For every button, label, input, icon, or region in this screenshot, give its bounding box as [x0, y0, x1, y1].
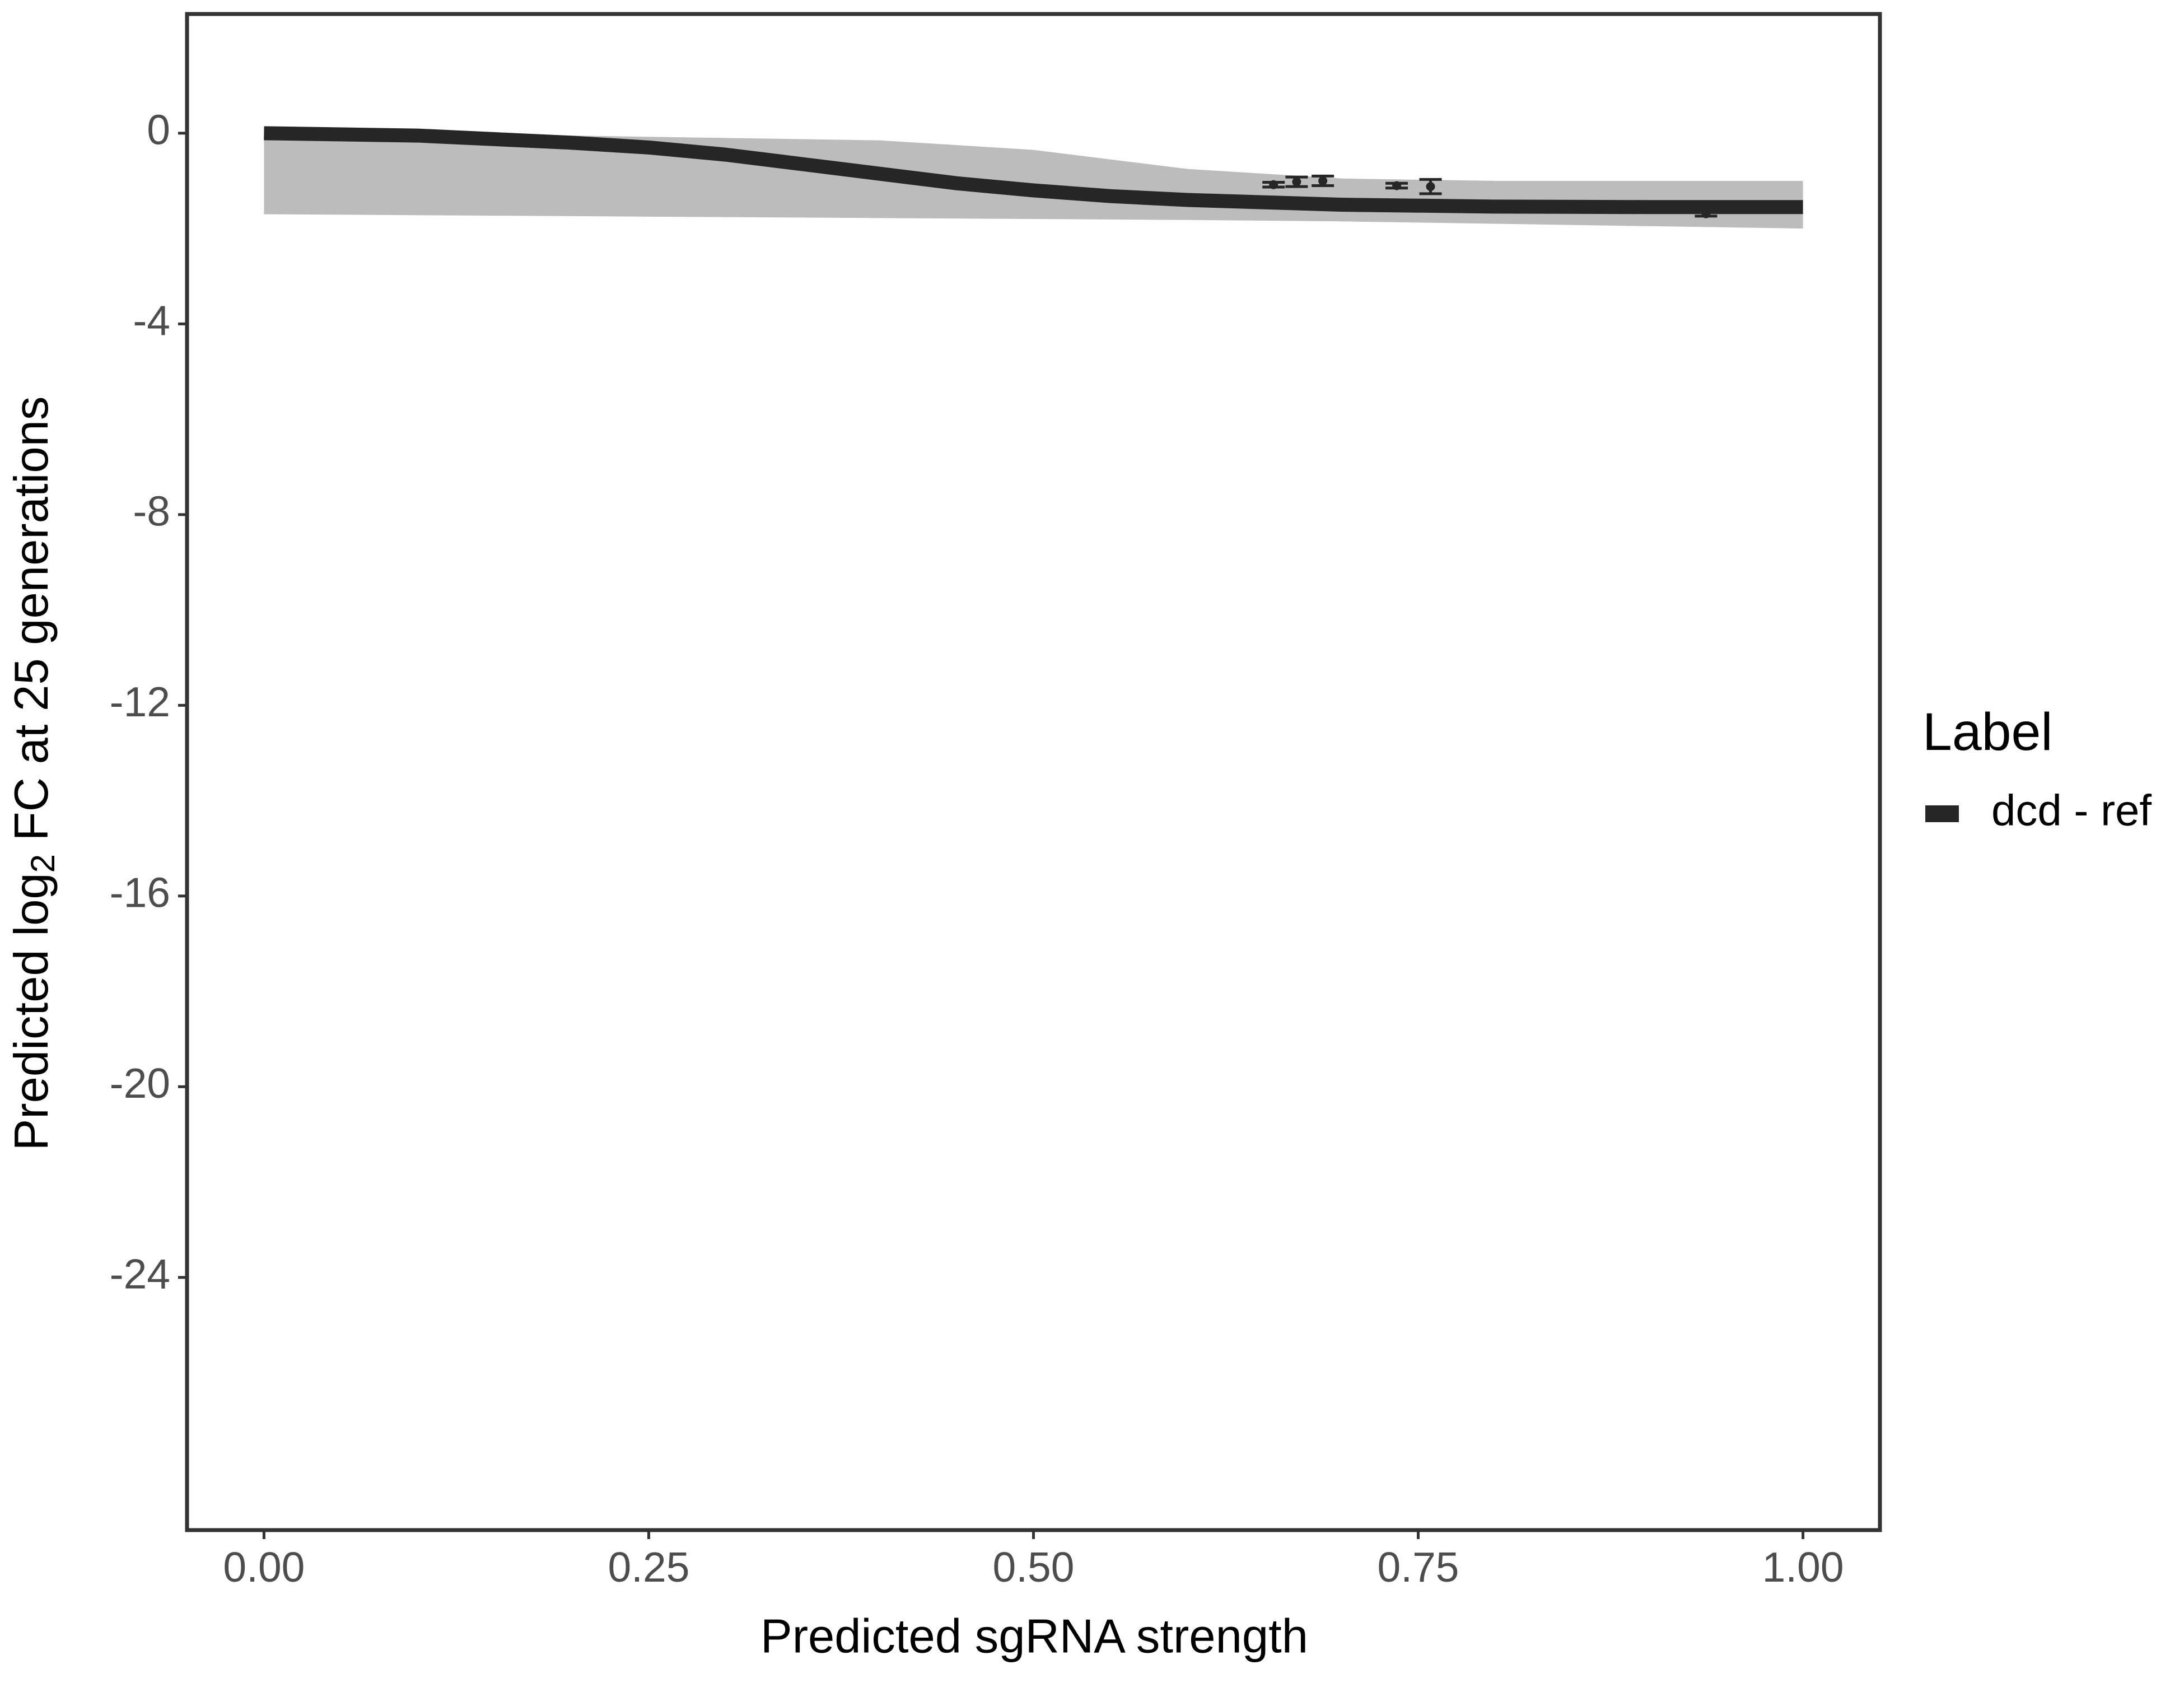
y-tick-label: -4: [133, 297, 170, 344]
panel-border: [185, 12, 1882, 1532]
point: [1269, 180, 1278, 189]
legend-label: dcd - ref: [1991, 786, 2152, 835]
series-line: [264, 126, 1803, 215]
point: [1318, 176, 1328, 185]
legend-key: [1925, 805, 1959, 822]
x-tick-label: 0.00: [223, 1544, 305, 1591]
point: [1701, 209, 1711, 218]
x-tick-label: 0.25: [608, 1544, 689, 1591]
y-tick-label: -12: [110, 678, 170, 725]
y-tick-label: -20: [110, 1060, 170, 1107]
y-title-part: FC at 25 generations: [5, 397, 58, 854]
uncertainty-band: [264, 133, 1803, 229]
y-title-part: Predicted log: [5, 873, 58, 1150]
x-tick-label: 0.50: [993, 1544, 1075, 1591]
legend-title: Label: [1922, 702, 2052, 762]
x-tick-label: 0.75: [1378, 1544, 1459, 1591]
point: [1292, 177, 1301, 187]
y-title-subscript: 2: [24, 854, 62, 873]
point: [1392, 181, 1402, 190]
y-tick-label: -16: [110, 869, 170, 916]
point: [1426, 182, 1435, 192]
y-tick-label: 0: [147, 106, 170, 153]
y-tick-label: -8: [133, 488, 170, 535]
y-axis-title: Predicted log2 FC at 25 generations: [5, 397, 61, 1151]
y-tick-label: -24: [110, 1251, 170, 1298]
x-axis-title: Predicted sgRNA strength: [760, 1610, 1308, 1663]
x-tick-label: 1.00: [1762, 1544, 1844, 1591]
